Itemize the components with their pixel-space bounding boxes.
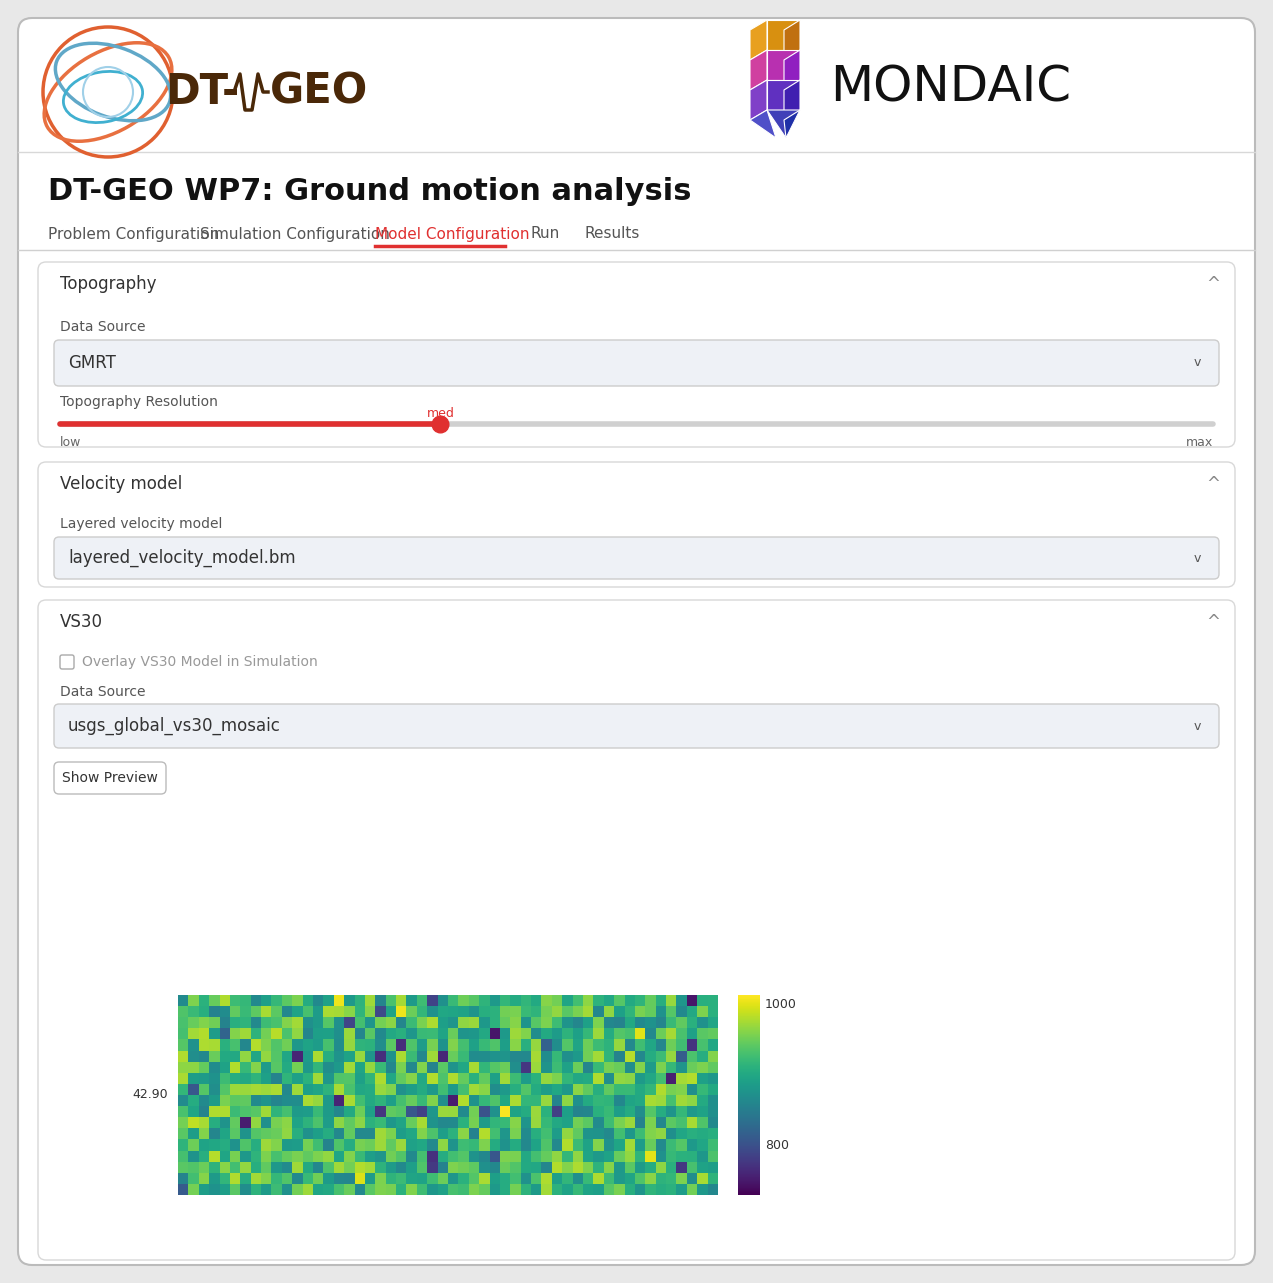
Text: Problem Configuration: Problem Configuration bbox=[48, 227, 219, 241]
Text: layered_velocity_model.bm: layered_velocity_model.bm bbox=[67, 549, 295, 567]
Polygon shape bbox=[768, 80, 799, 110]
FancyBboxPatch shape bbox=[53, 340, 1220, 386]
Text: Layered velocity model: Layered velocity model bbox=[60, 517, 223, 531]
FancyBboxPatch shape bbox=[53, 538, 1220, 579]
Text: Overlay VS30 Model in Simulation: Overlay VS30 Model in Simulation bbox=[81, 656, 318, 668]
FancyBboxPatch shape bbox=[60, 656, 74, 668]
Polygon shape bbox=[784, 80, 799, 121]
Polygon shape bbox=[750, 21, 768, 60]
Text: 1000: 1000 bbox=[765, 998, 797, 1011]
Text: max: max bbox=[1185, 436, 1213, 449]
Text: 42.90: 42.90 bbox=[132, 1088, 168, 1102]
FancyBboxPatch shape bbox=[18, 18, 1255, 1265]
Text: Simulation Configuration: Simulation Configuration bbox=[200, 227, 390, 241]
Text: Velocity model: Velocity model bbox=[60, 475, 182, 493]
Text: Topography Resolution: Topography Resolution bbox=[60, 395, 218, 409]
FancyBboxPatch shape bbox=[38, 462, 1235, 588]
Polygon shape bbox=[750, 21, 784, 30]
Text: v: v bbox=[1193, 720, 1200, 733]
Polygon shape bbox=[750, 50, 768, 90]
FancyBboxPatch shape bbox=[38, 600, 1235, 1260]
Text: low: low bbox=[60, 436, 81, 449]
Text: GMRT: GMRT bbox=[67, 354, 116, 372]
Polygon shape bbox=[768, 21, 799, 50]
Polygon shape bbox=[750, 80, 768, 121]
Polygon shape bbox=[750, 110, 777, 139]
Polygon shape bbox=[768, 110, 799, 139]
Text: ^: ^ bbox=[1206, 275, 1220, 293]
Text: v: v bbox=[1193, 552, 1200, 565]
Polygon shape bbox=[768, 21, 799, 30]
Text: ^: ^ bbox=[1206, 475, 1220, 493]
FancyBboxPatch shape bbox=[38, 262, 1235, 446]
Text: DT-: DT- bbox=[165, 71, 239, 113]
Polygon shape bbox=[784, 50, 799, 90]
Text: med: med bbox=[426, 407, 454, 420]
Polygon shape bbox=[784, 21, 799, 60]
Text: ^: ^ bbox=[1206, 613, 1220, 631]
Text: usgs_global_vs30_mosaic: usgs_global_vs30_mosaic bbox=[67, 717, 281, 735]
FancyBboxPatch shape bbox=[53, 762, 165, 794]
Text: Data Source: Data Source bbox=[60, 685, 145, 699]
FancyBboxPatch shape bbox=[53, 704, 1220, 748]
Polygon shape bbox=[768, 50, 799, 80]
Text: Data Source: Data Source bbox=[60, 319, 145, 334]
Text: v: v bbox=[1193, 357, 1200, 370]
Text: Results: Results bbox=[586, 227, 640, 241]
Polygon shape bbox=[784, 110, 799, 139]
Text: Model Configuration: Model Configuration bbox=[376, 227, 530, 241]
Text: DT-GEO WP7: Ground motion analysis: DT-GEO WP7: Ground motion analysis bbox=[48, 177, 691, 207]
Text: Topography: Topography bbox=[60, 275, 157, 293]
Text: Show Preview: Show Preview bbox=[62, 771, 158, 785]
Text: MONDAIC: MONDAIC bbox=[830, 64, 1071, 112]
Text: GEO: GEO bbox=[270, 71, 368, 113]
Text: 800: 800 bbox=[765, 1139, 789, 1152]
Text: VS30: VS30 bbox=[60, 613, 103, 631]
Text: Run: Run bbox=[530, 227, 559, 241]
